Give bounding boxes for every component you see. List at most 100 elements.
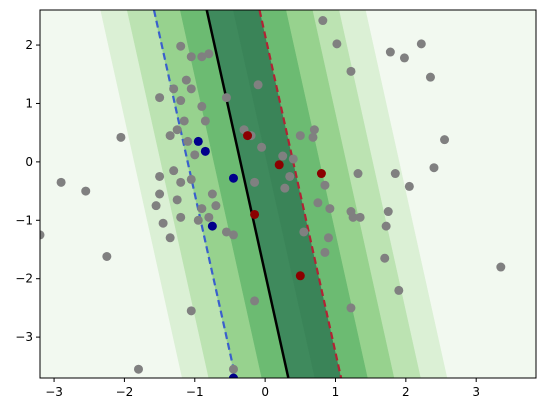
data-point xyxy=(320,247,330,257)
data-point xyxy=(207,189,217,199)
data-point xyxy=(332,39,342,49)
contour-band xyxy=(179,10,289,378)
data-point xyxy=(186,174,196,184)
data-point xyxy=(404,181,414,191)
data-point xyxy=(243,131,253,141)
decision-boundary-line xyxy=(205,10,290,378)
x-tick-label: 2 xyxy=(402,385,410,399)
data-point xyxy=(353,169,363,179)
data-point xyxy=(381,221,391,231)
data-point xyxy=(81,186,91,196)
contour-band xyxy=(365,10,536,378)
x-tick-label: 1 xyxy=(332,385,340,399)
data-point xyxy=(40,230,45,240)
x-tick-label: −2 xyxy=(116,385,134,399)
x-tick-label: −3 xyxy=(45,385,63,399)
data-point xyxy=(183,136,193,146)
data-point xyxy=(250,177,260,187)
data-point xyxy=(179,116,189,126)
data-point xyxy=(429,163,439,173)
data-point xyxy=(295,271,305,281)
data-point xyxy=(204,212,214,222)
data-point xyxy=(228,230,238,240)
data-point xyxy=(155,189,165,199)
y-tick-label: −3 xyxy=(15,330,33,344)
data-point xyxy=(253,80,263,90)
x-tick-label: 0 xyxy=(261,385,269,399)
x-tick-label: 3 xyxy=(472,385,480,399)
axes-frame xyxy=(39,9,537,379)
data-point xyxy=(176,96,186,106)
contour-band xyxy=(286,10,395,378)
data-point xyxy=(320,180,330,190)
data-point xyxy=(348,212,358,222)
data-point xyxy=(176,41,186,51)
data-point xyxy=(169,166,179,176)
data-point xyxy=(116,132,126,142)
data-point xyxy=(211,201,221,211)
y-tick-label: −2 xyxy=(15,272,33,286)
data-point xyxy=(250,209,260,219)
contour-band xyxy=(126,10,236,378)
data-point xyxy=(169,84,179,94)
data-point xyxy=(316,169,326,179)
data-point xyxy=(221,93,231,103)
data-point xyxy=(394,285,404,295)
data-point xyxy=(176,177,186,187)
data-point xyxy=(207,221,217,231)
decision-lines xyxy=(152,10,343,378)
data-point xyxy=(380,253,390,263)
contour-band xyxy=(40,10,183,378)
y-tick-label: −1 xyxy=(15,213,33,227)
data-point xyxy=(250,296,260,306)
data-point xyxy=(200,146,210,156)
data-point xyxy=(158,218,168,228)
data-point xyxy=(56,177,66,187)
data-point xyxy=(416,39,426,49)
data-point xyxy=(165,233,175,243)
x-axis-ticks: −3 −2 −1 0 1 2 3 xyxy=(45,378,480,399)
data-point xyxy=(280,183,290,193)
data-point xyxy=(308,132,318,142)
data-point xyxy=(228,173,238,183)
data-point xyxy=(172,195,182,205)
data-point xyxy=(186,306,196,316)
data-point xyxy=(274,160,284,170)
positive-margin-line xyxy=(258,10,343,378)
data-point xyxy=(151,201,161,211)
data-point xyxy=(228,364,238,374)
data-point xyxy=(204,49,214,59)
data-point xyxy=(440,135,450,145)
data-point xyxy=(186,52,196,62)
data-point xyxy=(228,373,238,378)
x-tick-label: −1 xyxy=(186,385,204,399)
data-point xyxy=(288,154,298,164)
data-point xyxy=(385,47,395,57)
data-point xyxy=(190,150,200,160)
data-point xyxy=(197,101,207,111)
data-point xyxy=(165,131,175,141)
data-point xyxy=(346,66,356,76)
data-point xyxy=(425,72,435,82)
data-point xyxy=(193,136,203,146)
contour-band xyxy=(233,10,342,378)
data-point xyxy=(102,252,112,262)
data-point xyxy=(278,151,288,161)
y-tick-label: 0 xyxy=(25,155,33,169)
data-point xyxy=(155,93,165,103)
data-point xyxy=(325,204,335,214)
y-axis-ticks: −3 −2 −1 0 1 2 xyxy=(15,38,40,344)
data-point xyxy=(133,364,143,374)
data-point xyxy=(383,207,393,217)
data-points xyxy=(40,16,506,378)
contour-band xyxy=(339,10,448,378)
data-point xyxy=(181,75,191,85)
data-point xyxy=(257,142,267,152)
contour-band xyxy=(100,10,210,378)
data-point xyxy=(193,215,203,225)
data-point xyxy=(390,169,400,179)
y-tick-label: 1 xyxy=(25,96,33,110)
data-point xyxy=(285,171,295,181)
data-point xyxy=(309,125,319,135)
